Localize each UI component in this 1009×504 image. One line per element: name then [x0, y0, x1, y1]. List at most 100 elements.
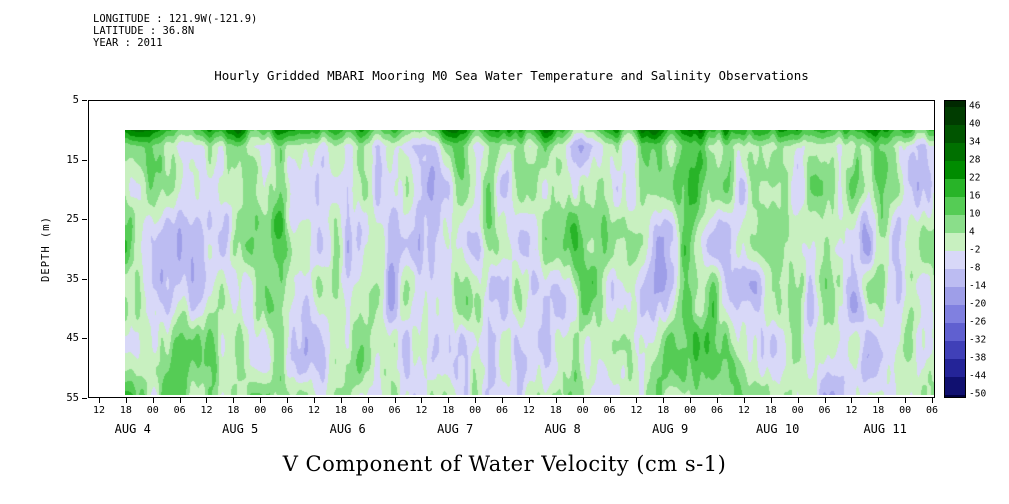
x-tick-mark [313, 398, 315, 403]
y-tick-mark [82, 100, 87, 101]
colorbar-tick-label: -44 [969, 370, 987, 382]
colorbar-tick-label: -8 [969, 262, 981, 274]
colorbar-tick-label: 46 [969, 100, 981, 112]
x-tick-mark [125, 398, 127, 403]
x-tick-mark [421, 398, 423, 403]
colorbar-tick-label: 16 [969, 190, 981, 202]
x-tick-mark [555, 398, 557, 403]
colorbar-segment [945, 161, 965, 179]
x-tick-mark [770, 398, 772, 403]
header-longitude: LONGITUDE : 121.9W(-121.9) [93, 13, 258, 25]
y-tick-label: 55 [66, 392, 79, 404]
x-tick-mark [717, 398, 719, 403]
colorbar-segment [945, 179, 965, 197]
x-tick-label: 00 [146, 405, 159, 416]
header-latitude: LATITUDE : 36.8N [93, 25, 195, 37]
x-tick-mark [851, 398, 853, 403]
x-tick-label: 00 [899, 405, 912, 416]
header-year: YEAR : 2011 [93, 37, 163, 49]
x-tick-mark [179, 398, 181, 403]
y-tick-mark [82, 159, 87, 161]
x-tick-mark [206, 398, 208, 403]
colorbar-segment [945, 143, 965, 161]
x-tick-mark [743, 398, 745, 403]
x-tick-label: 12 [737, 405, 750, 416]
colorbar-segment [945, 269, 965, 287]
colorbar-tick-label: -50 [969, 388, 987, 400]
y-tick-label: 45 [66, 332, 79, 345]
x-date-label: AUG 8 [544, 422, 581, 436]
x-tick-mark [528, 398, 530, 403]
colorbar-segment [945, 323, 965, 341]
x-tick-label: 12 [522, 405, 535, 416]
colorbar-segment [945, 251, 965, 269]
x-tick-label: 18 [872, 405, 885, 416]
x-tick-label: 00 [254, 405, 267, 416]
colorbar-tick-label: -20 [969, 298, 987, 310]
x-tick-mark [663, 398, 665, 403]
colorbar-segment [945, 125, 965, 143]
x-date-label: AUG 7 [437, 422, 474, 436]
colorbar-segment [945, 215, 965, 233]
x-tick-label: 00 [576, 405, 589, 416]
x-tick-mark [287, 398, 289, 403]
colorbar-segment [945, 395, 965, 397]
x-tick-label: 06 [818, 405, 831, 416]
x-date-label: AUG 5 [222, 422, 259, 436]
colorbar-tick-label: -14 [969, 280, 987, 292]
colorbar-tick-label: 10 [969, 208, 981, 220]
y-tick-label: 5 [72, 94, 79, 106]
x-tick-label: 06 [388, 405, 401, 416]
x-tick-mark [502, 398, 504, 403]
colorbar-segment [945, 107, 965, 125]
x-tick-label: 06 [281, 405, 294, 416]
x-tick-label: 00 [684, 405, 697, 416]
x-tick-mark [636, 398, 638, 403]
y-tick-mark [82, 338, 87, 340]
x-tick-mark [448, 398, 450, 403]
y-tick-label: 25 [66, 213, 79, 226]
colorbar-tick-label: -26 [969, 316, 987, 328]
x-tick-label: 00 [469, 405, 482, 416]
colorbar-segment [945, 101, 965, 107]
colorbar-segment [945, 287, 965, 305]
colorbar-segment [945, 377, 965, 395]
x-date-label: AUG 4 [114, 422, 151, 436]
y-tick-label: 15 [66, 153, 79, 166]
colorbar [944, 100, 966, 398]
colorbar-segment [945, 305, 965, 323]
plot-frame [88, 100, 935, 398]
x-date-label: AUG 6 [329, 422, 366, 436]
x-date-label: AUG 11 [863, 422, 907, 436]
x-tick-mark [690, 398, 692, 403]
colorbar-tick-label: 40 [969, 118, 981, 130]
colorbar-segment [945, 233, 965, 251]
x-tick-label: 18 [549, 405, 562, 416]
y-axis-title: DEPTH (m) [40, 216, 52, 282]
x-tick-label: 00 [361, 405, 374, 416]
bottom-title: V Component of Water Velocity (cm s-1) [282, 452, 727, 476]
x-tick-label: 18 [442, 405, 455, 416]
x-tick-mark [824, 398, 826, 403]
x-tick-mark [233, 398, 235, 403]
x-tick-label: 18 [334, 405, 347, 416]
x-tick-mark [878, 398, 880, 403]
x-date-label: AUG 10 [755, 422, 800, 436]
y-tick-mark [82, 398, 87, 399]
x-tick-label: 18 [764, 405, 777, 416]
x-tick-label: 18 [227, 405, 240, 416]
heatmap-canvas [125, 130, 934, 395]
y-tick-label: 35 [66, 272, 79, 285]
x-tick-mark [340, 398, 342, 403]
colorbar-segment [945, 341, 965, 359]
x-tick-mark [797, 398, 799, 403]
colorbar-tick-label: 4 [969, 226, 975, 238]
x-tick-label: 06 [496, 405, 509, 416]
x-tick-label: 18 [657, 405, 670, 416]
x-tick-label: 12 [92, 405, 106, 416]
x-date-label: AUG 9 [652, 422, 689, 436]
x-tick-label: 12 [415, 405, 428, 416]
x-tick-mark [260, 398, 262, 403]
x-tick-label: 06 [711, 405, 724, 416]
